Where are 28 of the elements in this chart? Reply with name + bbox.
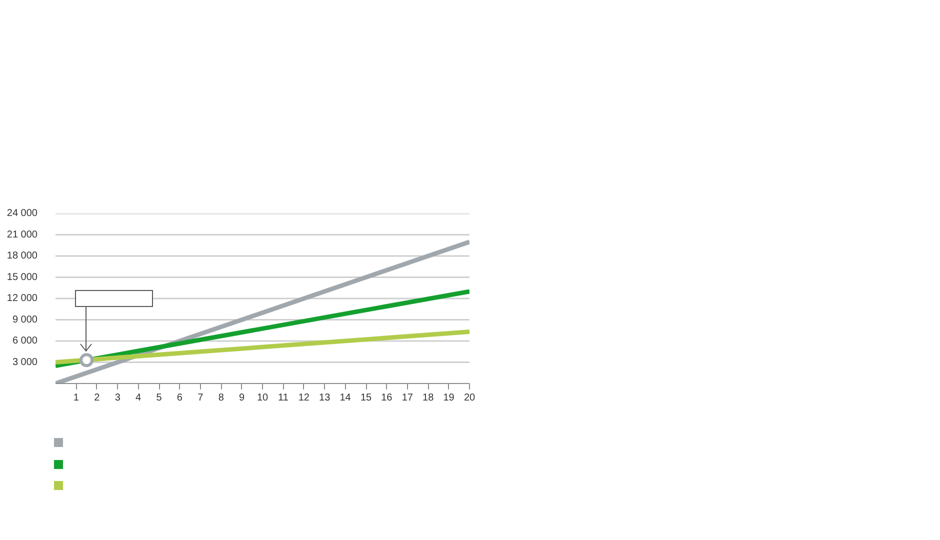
x-tick-label: 6	[176, 392, 183, 404]
x-tick-label: 16	[381, 392, 393, 404]
x-tick-label: 15	[360, 392, 372, 404]
x-tick-label: 5	[156, 392, 162, 404]
x-tick-label: 20	[464, 392, 476, 404]
x-tick-label: 9	[239, 392, 246, 404]
x-tick-label: 12	[298, 392, 310, 404]
x-tick-label: 7	[198, 392, 204, 404]
x-tick-label: 1	[73, 392, 80, 404]
y-tick-label: 3 000	[12, 356, 38, 368]
x-tick-label: 13	[319, 392, 331, 404]
y-tick-label: 9 000	[12, 314, 38, 326]
x-tick-label: 4	[136, 392, 142, 404]
x-tick-label: 10	[256, 392, 268, 404]
y-tick-label: 15 000	[6, 272, 38, 283]
x-tick-label: 2	[94, 392, 100, 404]
x-tick-label: 17	[402, 392, 414, 404]
x-tick-label: 18	[422, 392, 434, 404]
x-tick-label: 8	[218, 392, 224, 404]
y-tick-label: 21 000	[6, 229, 38, 240]
y-tick-label: 18 000	[6, 250, 38, 262]
y-tick-label: 6 000	[12, 336, 38, 346]
x-tick-label: 19	[443, 392, 455, 404]
x-tick-label: 14	[340, 392, 352, 404]
x-tick-label: 11	[278, 392, 289, 404]
x-tick-label: 3	[114, 392, 121, 404]
y-tick-label: 24 000	[6, 208, 38, 219]
y-tick-label: 12 000	[6, 293, 38, 304]
